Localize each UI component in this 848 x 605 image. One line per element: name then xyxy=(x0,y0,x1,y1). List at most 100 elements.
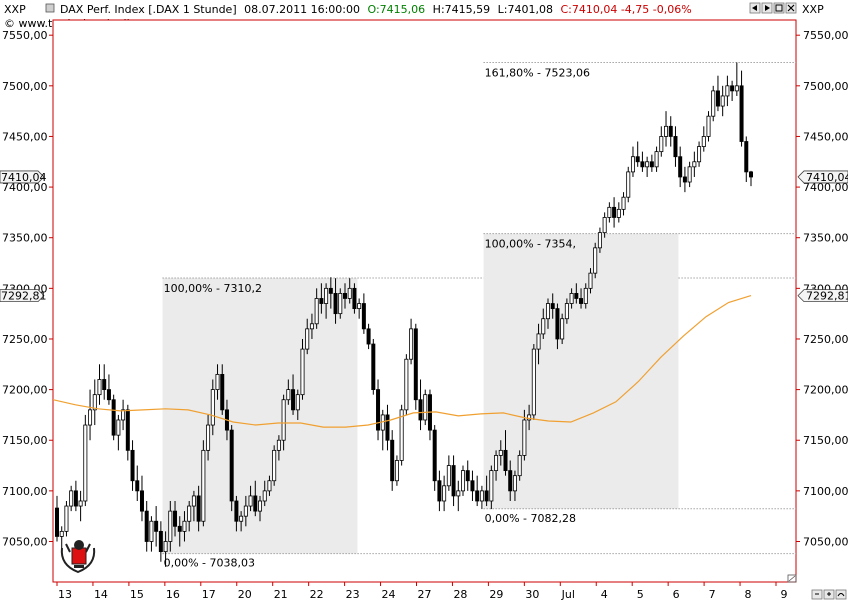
candle-body xyxy=(191,495,196,507)
candle-body xyxy=(432,429,437,482)
candle-body xyxy=(163,541,168,553)
candle-body xyxy=(116,419,121,436)
candle-body xyxy=(720,95,725,107)
y-tick-label-right: 7050,00 xyxy=(803,535,848,548)
candle-body xyxy=(593,247,598,274)
candle-body xyxy=(555,308,560,340)
candle-body xyxy=(177,525,182,532)
x-tick-label: 13 xyxy=(58,588,72,601)
candle-body xyxy=(673,136,678,158)
candle-body xyxy=(456,490,461,497)
candle-body xyxy=(59,530,64,537)
candle-body xyxy=(612,206,617,218)
candle-body xyxy=(281,399,286,441)
candle-body xyxy=(489,470,494,502)
y-tick-label-right: 7150,00 xyxy=(803,434,848,447)
candle-body xyxy=(83,424,88,502)
price-tags: 7410,04 7410,04 7292,81 7292,81 xyxy=(0,170,848,303)
x-tick-label: 9 xyxy=(781,588,788,601)
candle-body xyxy=(461,470,466,492)
candle-body xyxy=(409,328,414,360)
candle-body xyxy=(125,409,130,451)
candle-body xyxy=(597,232,602,249)
candle-body xyxy=(442,485,447,502)
candle-body xyxy=(295,394,300,411)
x-tick-label: 21 xyxy=(274,588,288,601)
chart-tool-icons[interactable] xyxy=(787,574,847,600)
candle-body xyxy=(607,206,612,218)
window-restore-icon[interactable] xyxy=(773,2,785,14)
candle-body xyxy=(106,389,111,401)
candle-body xyxy=(404,358,409,411)
fib-level-label: 100,00% - 7354, xyxy=(485,238,576,251)
candle-body xyxy=(272,449,277,482)
candle-body xyxy=(366,328,371,345)
candle-body xyxy=(286,389,291,401)
candle-body xyxy=(333,293,338,315)
candle-body xyxy=(309,323,314,330)
candle-body xyxy=(635,156,640,163)
x-tick-label: 6 xyxy=(673,588,680,601)
candle-body xyxy=(300,348,305,396)
y-tick-label-left: 7150,00 xyxy=(2,434,48,447)
candle-body xyxy=(725,85,730,97)
x-tick-label: 22 xyxy=(310,588,324,601)
candle-body xyxy=(668,125,673,137)
x-tick-label: 20 xyxy=(238,588,252,601)
candle-body xyxy=(697,146,702,163)
dropdown-arrow-icon[interactable] xyxy=(45,3,55,13)
y-tick-label-left: 7450,00 xyxy=(2,130,48,143)
candle-body xyxy=(531,348,536,416)
last-price-tag-label-right: 7410,04 xyxy=(806,171,848,184)
candle-body xyxy=(69,490,74,507)
candle-body xyxy=(503,449,508,472)
candle-body xyxy=(390,439,395,482)
candle-body xyxy=(347,287,352,299)
candle-body xyxy=(121,409,126,421)
y-tick-label-left: 7400,00 xyxy=(2,181,48,194)
candle-body xyxy=(536,333,541,350)
candle-body xyxy=(413,328,418,401)
y-tick-label-left: 7500,00 xyxy=(2,80,48,93)
candle-body xyxy=(144,510,149,542)
y-tick-label-right: 7450,00 xyxy=(803,130,848,143)
candle-body xyxy=(739,85,744,142)
candle-body xyxy=(508,470,513,492)
y-tick-label-left: 7250,00 xyxy=(2,333,48,346)
y-tick-label-left: 7200,00 xyxy=(2,384,48,397)
candle-body xyxy=(715,90,720,107)
candle-body xyxy=(215,374,220,391)
instrument-name: DAX Perf. Index [.DAX 1 Stunde] xyxy=(60,3,237,16)
fib-zone-2 xyxy=(483,233,679,509)
low-value: L:7401,08 xyxy=(498,3,553,16)
y-tick-label-right: 7250,00 xyxy=(803,333,848,346)
candle-body xyxy=(385,414,390,441)
candle-body xyxy=(564,303,569,320)
y-tick-label-right: 7550,00 xyxy=(803,29,848,42)
candle-body xyxy=(423,394,428,421)
candle-body xyxy=(73,490,78,507)
candle-body xyxy=(517,455,522,477)
x-tick-label: 8 xyxy=(745,588,752,601)
x-tick-label: 23 xyxy=(346,588,360,601)
candle-body xyxy=(654,151,659,168)
window-buttons xyxy=(749,2,797,14)
candle-body xyxy=(248,495,253,507)
candle-body xyxy=(659,136,664,153)
symbol-right: XXP xyxy=(802,3,824,16)
header-datetime: 08.07.2011 16:00:00 xyxy=(244,3,360,16)
open-value: O:7415,06 xyxy=(368,3,426,16)
candle-body xyxy=(687,166,692,183)
x-tick-label: 15 xyxy=(130,588,144,601)
candle-body xyxy=(701,136,706,147)
candle-body xyxy=(276,439,281,451)
candle-body xyxy=(135,480,140,492)
candle-body xyxy=(97,379,102,396)
candle-body xyxy=(626,171,631,198)
candle-body xyxy=(545,303,550,320)
candle-body xyxy=(229,429,234,502)
candle-body xyxy=(560,318,565,340)
candle-body xyxy=(744,141,749,173)
candle-body xyxy=(196,495,201,522)
